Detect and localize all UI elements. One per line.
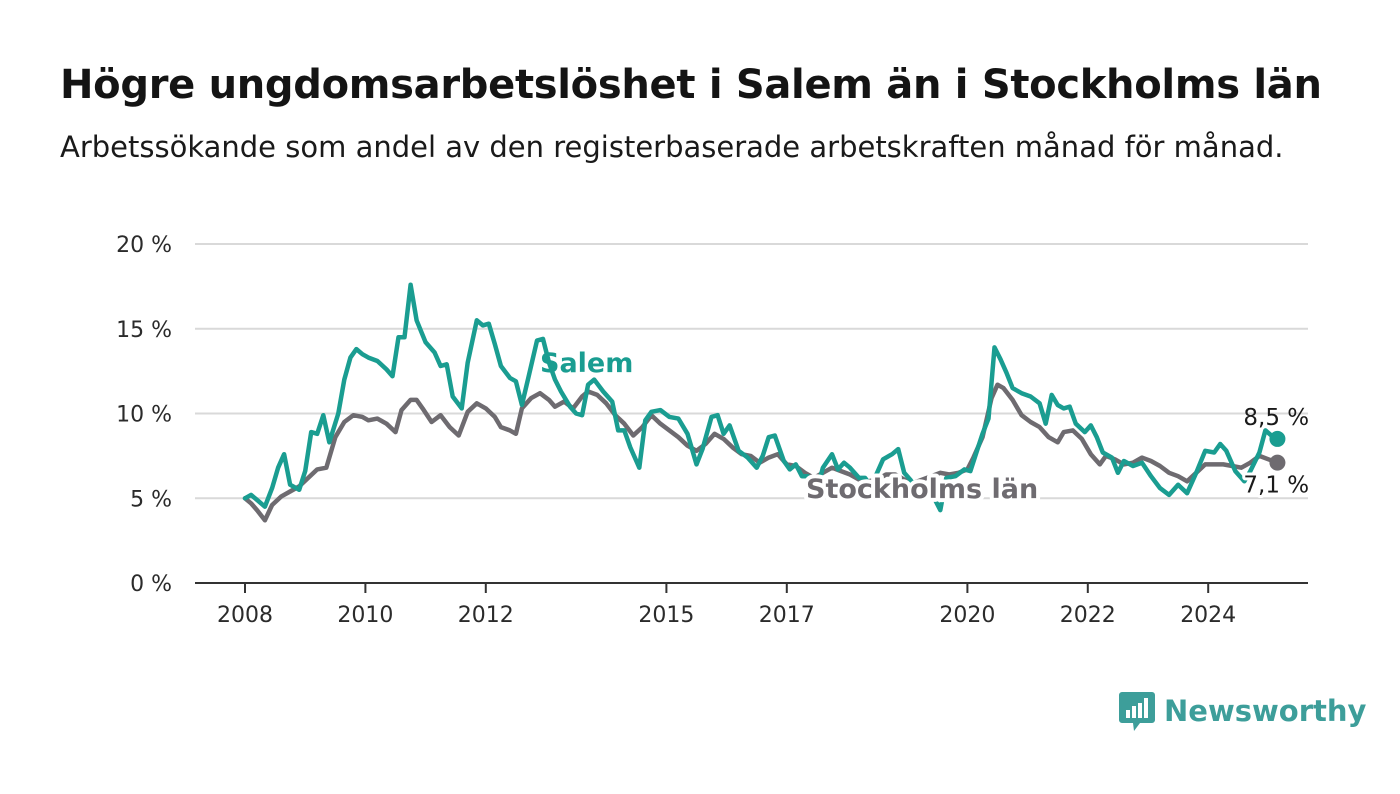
series-end-point-stockholms-l-n — [1269, 454, 1286, 471]
x-tick-label: 2010 — [337, 603, 393, 628]
newsworthy-logo-icon — [1119, 692, 1155, 731]
x-tick-label: 2008 — [217, 603, 273, 628]
brand-name: Newsworthy — [1164, 694, 1367, 728]
x-tick-label: 2015 — [638, 603, 694, 628]
series-line-salem — [242, 282, 1280, 513]
y-tick-label: 15 % — [116, 318, 172, 343]
series-end-point-salem — [1269, 430, 1286, 447]
y-axis-ticks: 0 % 5 % 10 % 15 % 20 % — [116, 233, 172, 597]
x-tick-label: 2024 — [1180, 603, 1236, 628]
y-tick-label: 20 % — [116, 233, 172, 258]
x-axis-ticks: 2008 2010 2012 2015 2017 2020 2022 2024 — [217, 583, 1236, 628]
y-tick-label: 5 % — [130, 487, 172, 512]
x-tick-label: 2012 — [458, 603, 514, 628]
x-tick-label: 2022 — [1060, 603, 1116, 628]
x-tick-label: 2020 — [939, 603, 995, 628]
end-label-salem: 8,5 % — [1243, 405, 1309, 431]
y-tick-label: 0 % — [130, 572, 172, 597]
end-label-stockholms-lan: 7,1 % — [1243, 473, 1309, 499]
series-label-salem: Salem — [540, 348, 633, 379]
y-tick-label: 10 % — [116, 403, 172, 428]
newsworthy-brand: Newsworthy — [1118, 690, 1366, 732]
chart-title: Högre ungdomsarbetslöshet i Salem än i S… — [60, 62, 1322, 108]
gridlines — [195, 243, 1308, 500]
x-tick-label: 2017 — [759, 603, 815, 628]
chart-subtitle: Arbetssökande som andel av den registerb… — [60, 130, 1284, 164]
series-label-stockholms-lan: Stockholms län — [806, 474, 1038, 505]
series-line-stockholms-l-n — [242, 382, 1280, 523]
series-group — [242, 282, 1286, 523]
series-labels: Salem Stockholms län 8,5 % 7,1 % — [540, 348, 1312, 509]
